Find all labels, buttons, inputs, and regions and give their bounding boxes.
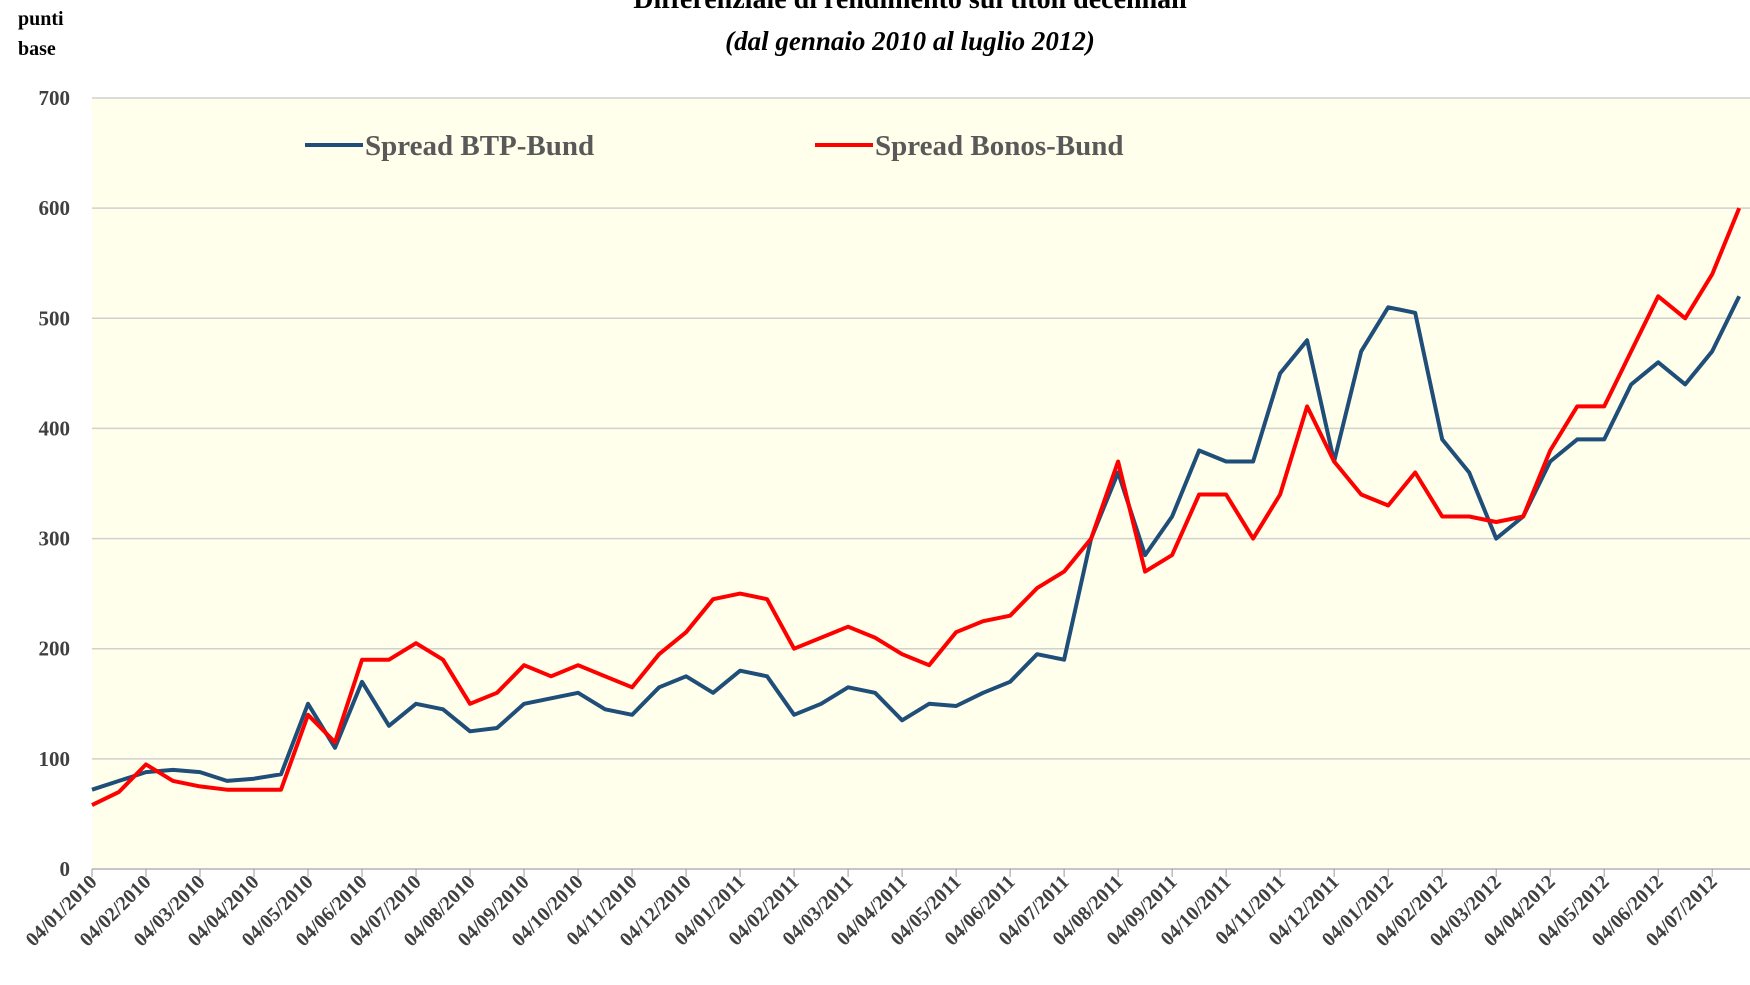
- y-tick-label: 0: [60, 857, 71, 881]
- line-series: [91, 295, 1741, 792]
- y-tick-label: 600: [39, 196, 71, 220]
- plot-area: [92, 98, 1750, 869]
- y-tick-label: 700: [39, 86, 71, 110]
- y-tick-label: 300: [39, 527, 71, 551]
- y-tick-label: 200: [39, 637, 71, 661]
- line-series: [91, 207, 1742, 807]
- chart-title: Differenziale di rendimento sui titoli d…: [633, 0, 1187, 15]
- y-tick-label: 500: [39, 306, 71, 330]
- legend-label: Spread Bonos-Bund: [875, 130, 1124, 162]
- chart-subtitle: (dal gennaio 2010 al luglio 2012): [725, 26, 1095, 56]
- y-tick-label: 100: [39, 747, 71, 771]
- legend-label: Spread BTP-Bund: [365, 130, 594, 162]
- y-tick-label: 400: [39, 416, 71, 440]
- y-axis-label: punti base: [18, 8, 64, 60]
